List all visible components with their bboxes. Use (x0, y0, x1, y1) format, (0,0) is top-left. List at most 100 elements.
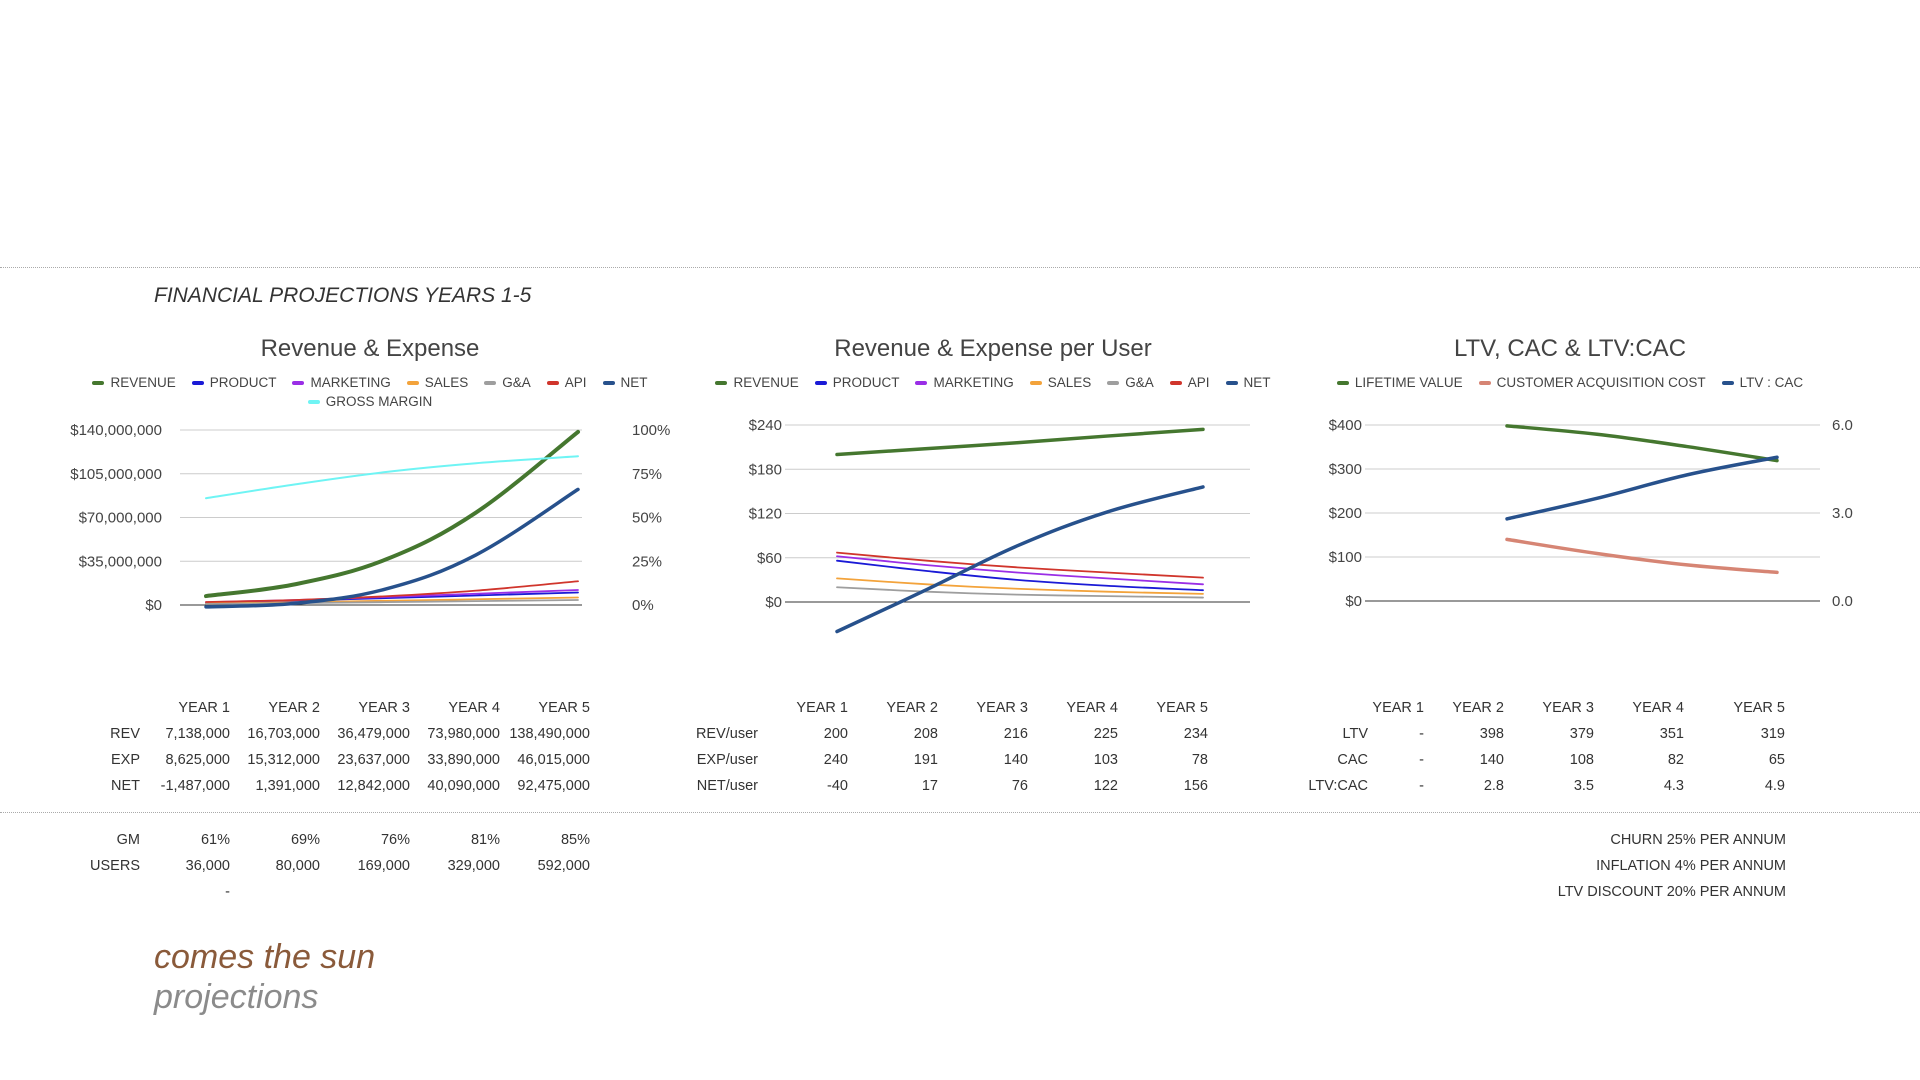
row-label: REV/user (695, 726, 758, 742)
legend-label: SALES (1047, 375, 1092, 390)
legend-swatch (602, 380, 615, 385)
chart-1-revenue-expense: $0 $35,000,000 $70,000,000 $105,000,000 $140… (70, 422, 670, 614)
table-cell: 7,138,000 (165, 726, 230, 742)
table-cell: 61% (200, 832, 230, 848)
series-line-customer-acquisition-cost (1505, 537, 1779, 575)
chart-2-legend: REVENUE PRODUCT MARKETING SALES G&A API NET (693, 375, 1293, 390)
brand-name: comes the sun (154, 938, 376, 976)
legend-item: MARKETING (915, 375, 1014, 390)
legend-swatch (406, 380, 419, 385)
brand-subtitle: projections (154, 978, 319, 1016)
top-divider (0, 267, 1920, 268)
middle-divider (0, 812, 1920, 813)
series-line-g-a (836, 586, 1204, 599)
y2-tick-label: 100% (632, 422, 670, 439)
legend-label: API (564, 375, 587, 390)
legend-item: G&A (484, 375, 531, 390)
table-cell: 36,479,000 (337, 726, 410, 742)
y2-tick-label: 50% (632, 510, 662, 527)
series-line-product (836, 559, 1204, 592)
table-cell: 92,475,000 (517, 778, 590, 794)
table-cell: -1,487,000 (160, 778, 230, 794)
table-cell: 200 (823, 726, 848, 742)
table-cell: 78 (1191, 752, 1208, 768)
table-cell: 169,000 (357, 858, 410, 874)
legend-item: API (1169, 375, 1210, 390)
year-header: YEAR 3 (1542, 700, 1594, 716)
legend-item: REVENUE (92, 375, 176, 390)
y-tick-label: $0 (765, 594, 782, 611)
y-tick-label: $0 (1345, 593, 1362, 610)
series-line-lifetime-value (1505, 424, 1779, 463)
table-cell: 33,890,000 (427, 752, 500, 768)
table-cell: 140 (1479, 752, 1504, 768)
table-cell: 351 (1659, 726, 1684, 742)
y-tick-label: $105,000,000 (70, 466, 162, 483)
table-cell: 240 (823, 752, 848, 768)
assumption-inflation: INFLATION 4% PER ANNUM (1596, 858, 1786, 874)
legend-item: NET (1225, 375, 1271, 390)
legend-label: MARKETING (310, 375, 391, 390)
row-label: REV (110, 726, 140, 742)
table-cell: 329,000 (447, 858, 500, 874)
table-cell: 69% (290, 832, 320, 848)
legend-label: GROSS MARGIN (325, 394, 433, 409)
legend-swatch (1169, 380, 1182, 385)
series-line-g-a (205, 599, 579, 605)
y-tick-label: $200 (1329, 505, 1362, 522)
y2-tick-label: 25% (632, 553, 662, 570)
series-line-sales (836, 577, 1204, 595)
year-header: YEAR 2 (886, 700, 938, 716)
y-tick-label: $140,000,000 (70, 422, 162, 439)
table-cell: - (1419, 778, 1424, 794)
legend-swatch (715, 380, 728, 385)
row-label: NET/user (696, 778, 758, 794)
legend-item: MARKETING (292, 375, 391, 390)
year-header: YEAR 1 (178, 700, 230, 716)
year-header: YEAR 3 (358, 700, 410, 716)
table-cell: 3.5 (1573, 778, 1594, 794)
year-header: YEAR 5 (538, 700, 590, 716)
table-cell: 76 (1011, 778, 1028, 794)
legend-item: SALES (406, 375, 469, 390)
series-line-marketing (836, 555, 1204, 586)
table-cell: 319 (1760, 726, 1785, 742)
row-label: CAC (1337, 752, 1368, 768)
y-tick-label: $60 (757, 550, 782, 567)
legend-swatch (307, 399, 320, 404)
row-label: EXP/user (696, 752, 758, 768)
table-cell: 1,391,000 (255, 778, 320, 794)
legend-label: PRODUCT (209, 375, 277, 390)
legend-item: NET (602, 375, 648, 390)
table-cell: 85% (560, 832, 590, 848)
legend-swatch (814, 380, 827, 385)
legend-label: SALES (424, 375, 469, 390)
legend-swatch (92, 380, 105, 385)
legend-label: LTV : CAC (1739, 375, 1804, 390)
row-label: USERS (90, 858, 140, 874)
chart-1-legend: REVENUE PRODUCT MARKETING SALES G&A API NET GRO… (80, 375, 660, 409)
legend-swatch (915, 380, 928, 385)
table-cell: 138,490,000 (509, 726, 590, 742)
table-cell: 65 (1768, 752, 1785, 768)
year-header: YEAR 1 (796, 700, 848, 716)
chart-3-legend: LIFETIME VALUE CUSTOMER ACQUISITION COST L… (1300, 375, 1840, 390)
legend-label: REVENUE (110, 375, 176, 390)
legend-item: SALES (1029, 375, 1092, 390)
y-tick-label: $35,000,000 (79, 553, 162, 570)
legend-swatch (292, 380, 305, 385)
legend-swatch (1107, 380, 1120, 385)
legend-item: PRODUCT (814, 375, 899, 390)
table-cell: 4.9 (1764, 778, 1785, 794)
table-cell: 82 (1667, 752, 1684, 768)
legend-swatch (1478, 380, 1491, 385)
table-cell: 592,000 (537, 858, 590, 874)
y-tick-label: $400 (1329, 417, 1362, 434)
table-cell: 15,312,000 (247, 752, 320, 768)
legend-item: PRODUCT (191, 375, 277, 390)
table-cell: 40,090,000 (427, 778, 500, 794)
y2-tick-label: 0% (632, 597, 654, 614)
table-cell: 81% (470, 832, 500, 848)
page-title: FINANCIAL PROJECTIONS YEARS 1-5 (154, 284, 532, 307)
legend-item: LTV : CAC (1721, 375, 1804, 390)
